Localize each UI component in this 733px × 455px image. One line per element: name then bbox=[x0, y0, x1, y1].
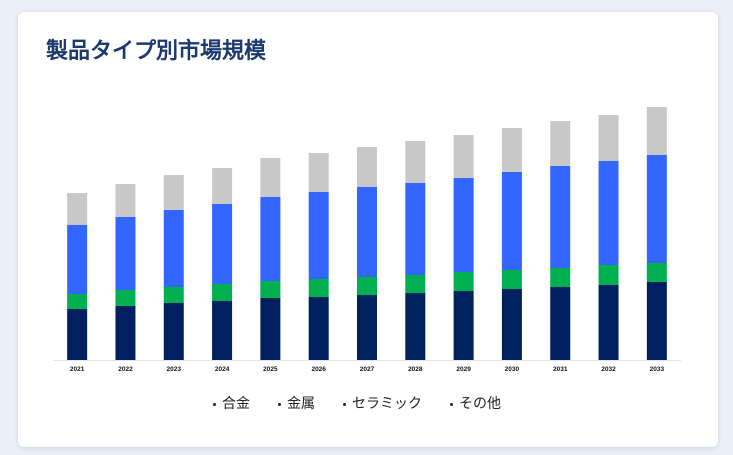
legend-item-alloy[interactable]: 合金 bbox=[213, 395, 250, 413]
legend-item-ceramic[interactable]: セラミック bbox=[343, 395, 422, 413]
legend-bullet bbox=[278, 402, 281, 406]
bar-stack-2026 bbox=[308, 153, 329, 360]
bar-2031-metal bbox=[550, 268, 571, 287]
bar-2031-ceramic bbox=[550, 166, 571, 268]
bar-stack-2025 bbox=[260, 158, 281, 360]
chart-card: 製品タイプ別市場規模 2021 2022 2023 2024 2025 2026 2027 2… bbox=[18, 12, 718, 447]
x-tick-label-2024: 2024 bbox=[215, 366, 230, 373]
bar-stack-2024 bbox=[212, 168, 233, 360]
bar-2033-ceramic bbox=[646, 155, 667, 263]
bar-stack-2030 bbox=[501, 128, 522, 360]
bar-2033-other bbox=[646, 107, 667, 155]
legend-item-metal[interactable]: 金属 bbox=[278, 395, 315, 413]
x-tick-label-2030: 2030 bbox=[505, 366, 520, 373]
bar-2027-other bbox=[357, 147, 377, 187]
bar-2029-other bbox=[453, 135, 474, 178]
x-tick-label-2032: 2032 bbox=[601, 366, 616, 373]
bar-2029-ceramic bbox=[453, 178, 474, 272]
bar-2028-alloy bbox=[405, 293, 426, 360]
bar-2021-ceramic bbox=[67, 225, 88, 294]
bar-2027-metal bbox=[357, 277, 377, 295]
bar-2032-metal bbox=[598, 265, 619, 285]
bar-2028-other bbox=[405, 141, 426, 183]
chart-legend: 合金 金属 セラミック その他 bbox=[213, 395, 501, 413]
bar-2026-metal bbox=[308, 279, 329, 297]
x-tick-label-2022: 2022 bbox=[118, 366, 133, 373]
bar-stack-2029 bbox=[453, 135, 474, 360]
bar-2022-metal bbox=[115, 290, 136, 306]
bar-2023-metal bbox=[163, 287, 184, 303]
bar-stack-2027 bbox=[357, 147, 377, 360]
x-tick-label-2033: 2033 bbox=[650, 366, 665, 373]
x-tick-label-2021: 2021 bbox=[70, 366, 85, 373]
bar-2021-metal bbox=[67, 294, 88, 309]
x-tick-label-2025: 2025 bbox=[263, 366, 278, 373]
x-tick-label-2026: 2026 bbox=[311, 366, 326, 373]
bar-2028-metal bbox=[405, 275, 426, 293]
bar-2022-other bbox=[115, 184, 136, 217]
bar-2032-ceramic bbox=[598, 161, 619, 265]
bar-2022-alloy bbox=[115, 306, 136, 360]
bar-2030-metal bbox=[501, 270, 522, 289]
x-tick-label-2031: 2031 bbox=[553, 366, 568, 373]
bar-2026-alloy bbox=[308, 297, 329, 360]
bars-layer bbox=[67, 107, 667, 360]
bar-2032-alloy bbox=[598, 285, 619, 360]
bar-2030-alloy bbox=[501, 289, 522, 360]
stacked-bar-chart: 2021 2022 2023 2024 2025 2026 2027 2028 2029 2030… bbox=[53, 107, 681, 373]
bar-2021-alloy bbox=[67, 309, 88, 360]
bar-2023-other bbox=[163, 175, 184, 210]
bar-2023-ceramic bbox=[163, 210, 184, 287]
bar-stack-2022 bbox=[115, 184, 136, 360]
bar-2021-other bbox=[67, 193, 88, 225]
bar-2029-metal bbox=[453, 272, 474, 291]
bar-2031-alloy bbox=[550, 287, 571, 360]
bar-2030-other bbox=[501, 128, 522, 172]
bar-stack-2021 bbox=[67, 193, 88, 360]
bar-2024-other bbox=[212, 168, 233, 204]
legend-label-ceramic: セラミック bbox=[352, 396, 422, 412]
bar-2023-alloy bbox=[163, 303, 184, 360]
x-tick-label-2028: 2028 bbox=[408, 366, 423, 373]
bar-2022-ceramic bbox=[115, 217, 136, 290]
bar-2027-ceramic bbox=[357, 187, 377, 277]
bar-stack-2023 bbox=[163, 175, 184, 360]
bar-2030-ceramic bbox=[501, 172, 522, 270]
legend-item-other[interactable]: その他 bbox=[450, 395, 501, 413]
chart-title: 製品タイプ別市場規模 bbox=[46, 39, 267, 64]
x-tick-label-2027: 2027 bbox=[360, 366, 375, 373]
bar-2027-alloy bbox=[357, 295, 377, 360]
bar-2026-ceramic bbox=[308, 192, 329, 279]
bar-2028-ceramic bbox=[405, 183, 426, 275]
bar-stack-2032 bbox=[598, 115, 619, 360]
bar-2031-other bbox=[550, 121, 571, 166]
bar-2025-other bbox=[260, 158, 281, 197]
bar-stack-2033 bbox=[646, 107, 667, 360]
bar-2029-alloy bbox=[453, 291, 474, 360]
legend-label-alloy: 合金 bbox=[222, 396, 250, 412]
x-tick-label-2023: 2023 bbox=[167, 366, 182, 373]
bar-2024-alloy bbox=[212, 301, 233, 360]
legend-bullet bbox=[213, 402, 216, 406]
bar-2033-alloy bbox=[646, 282, 667, 360]
bar-2032-other bbox=[598, 115, 619, 161]
legend-label-metal: 金属 bbox=[287, 396, 315, 412]
x-tick-labels: 2021 2022 2023 2024 2025 2026 2027 2028 2029 2030… bbox=[70, 366, 665, 373]
bar-2025-alloy bbox=[260, 298, 281, 360]
bar-2026-other bbox=[308, 153, 329, 192]
legend-bullet bbox=[343, 402, 346, 406]
bar-stack-2028 bbox=[405, 141, 426, 360]
bar-2024-ceramic bbox=[212, 204, 233, 284]
bar-2033-metal bbox=[646, 263, 667, 282]
legend-bullet bbox=[450, 402, 453, 406]
bar-2024-metal bbox=[212, 284, 233, 301]
bar-2025-ceramic bbox=[260, 197, 281, 281]
bar-2025-metal bbox=[260, 281, 281, 298]
legend-label-other: その他 bbox=[459, 396, 501, 412]
x-tick-label-2029: 2029 bbox=[456, 366, 471, 373]
bar-stack-2031 bbox=[550, 121, 571, 360]
